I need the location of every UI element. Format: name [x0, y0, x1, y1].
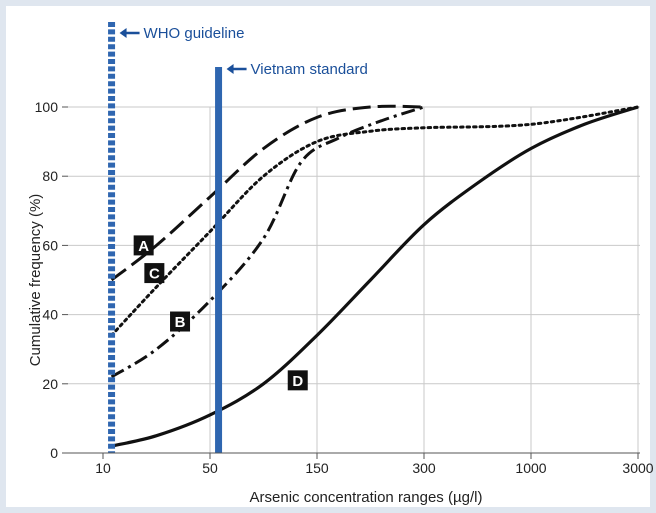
svg-text:B: B	[175, 314, 186, 331]
x-axis-title: Arsenic concentration ranges (µg/l)	[250, 489, 483, 506]
y-tick-label: 0	[50, 445, 58, 461]
series-line-d	[111, 105, 639, 448]
y-axis-title: Cumulative frequency (%)	[27, 194, 44, 367]
vietnam-standard: Vietnam standard	[215, 61, 368, 453]
series-line-c	[110, 105, 640, 337]
series-line-b	[110, 105, 425, 379]
arrow-head-icon	[226, 64, 234, 74]
y-tick-label: 100	[35, 99, 59, 115]
who-guideline: WHO guideline	[108, 22, 245, 453]
reference-lines: WHO guideline Vietnam standard	[108, 22, 368, 453]
series-label-a: A	[133, 235, 154, 256]
axes: 0 20 40 60 80 100 10 50 150 300 1000 3000	[35, 99, 654, 476]
reference-label: WHO guideline	[144, 25, 245, 42]
y-tick-label: 20	[42, 376, 58, 392]
series-label-d: D	[287, 370, 308, 391]
x-tick-label: 10	[95, 460, 111, 476]
series-label-b: B	[170, 311, 191, 332]
x-tick-label: 150	[305, 460, 329, 476]
y-tick-label: 80	[42, 168, 58, 184]
x-tick-label: 3000	[622, 460, 653, 476]
series-line-a	[110, 104, 425, 282]
svg-text:D: D	[292, 373, 303, 390]
x-tick-label: 1000	[515, 460, 546, 476]
arrow-head-icon	[119, 28, 127, 38]
svg-text:C: C	[149, 266, 160, 283]
grid	[68, 106, 640, 453]
y-tick-label: 40	[42, 307, 58, 323]
reference-label: Vietnam standard	[251, 61, 368, 78]
y-tick-label: 60	[42, 237, 58, 253]
x-tick-label: 50	[202, 460, 218, 476]
x-tick-label: 300	[412, 460, 436, 476]
series-label-c: C	[144, 263, 165, 284]
svg-text:A: A	[138, 238, 149, 255]
series-layer: A B C D	[110, 104, 640, 448]
